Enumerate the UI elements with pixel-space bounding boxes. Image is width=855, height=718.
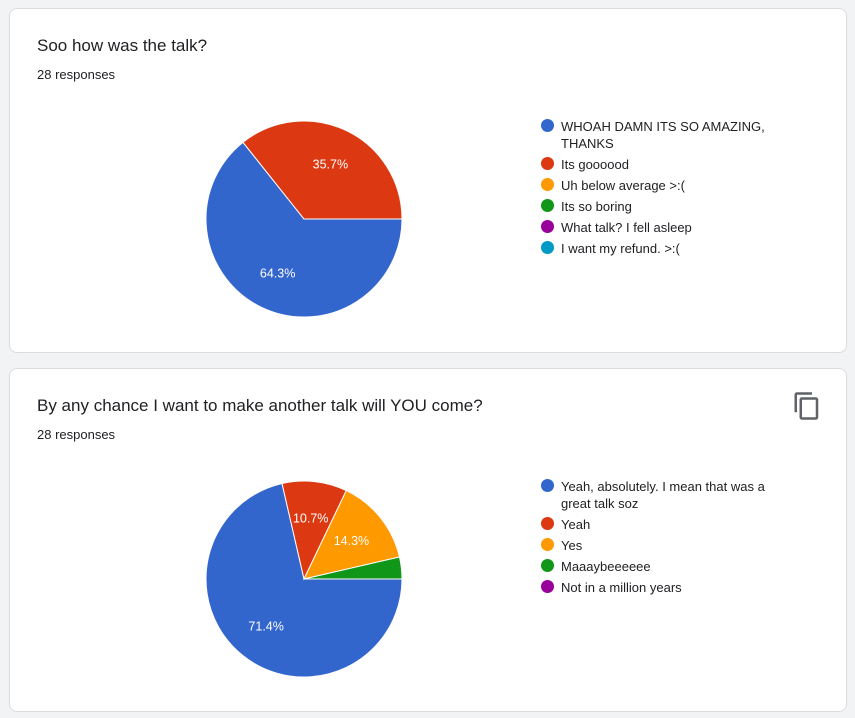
- legend-item-yeah-absolutely-i-mean-that-was-a-great-[interactable]: Yeah, absolutely. I mean that was a grea…: [541, 478, 791, 512]
- question-card: Soo how was the talk? 28 responses 64.3%…: [9, 8, 847, 353]
- pie-data-label: 14.3%: [334, 534, 369, 548]
- legend-item-yes[interactable]: Yes: [541, 537, 791, 554]
- legend-item-its-goooood[interactable]: Its goooood: [541, 156, 791, 173]
- legend-swatch: [541, 517, 554, 530]
- response-count: 28 responses: [37, 427, 116, 442]
- legend-swatch: [541, 178, 554, 191]
- legend-label: What talk? I fell asleep: [561, 220, 692, 235]
- pie-slice-whoah-damn-its-so-amazing-thanks[interactable]: [205, 141, 403, 318]
- legend-swatch: [541, 220, 554, 233]
- pie-data-label: 71.4%: [248, 620, 283, 634]
- chart-legend: WHOAH DAMN ITS SO AMAZING, THANKS Its goo…: [541, 118, 791, 261]
- legend-label: Yeah: [561, 517, 591, 532]
- pie-data-label: 10.7%: [293, 512, 328, 526]
- pie-data-label: 64.3%: [260, 267, 295, 281]
- legend-item-maaaybeeeeee[interactable]: Maaaybeeeeee: [541, 558, 791, 575]
- chart-legend: Yeah, absolutely. I mean that was a grea…: [541, 478, 791, 600]
- pie-chart: 71.4% 10.7% 14.3%: [205, 480, 403, 678]
- legend-item-what-talk-i-fell-asleep[interactable]: What talk? I fell asleep: [541, 219, 791, 236]
- legend-item-whoah-damn-its-so-amazing-thanks[interactable]: WHOAH DAMN ITS SO AMAZING, THANKS: [541, 118, 791, 152]
- legend-swatch: [541, 538, 554, 551]
- pie-slice-yeah-absolutely-i-mean-that-was-a-great-[interactable]: [205, 482, 403, 678]
- pie-slice-its-goooood[interactable]: [242, 120, 403, 220]
- pie-slice-maaaybeeeeee[interactable]: [303, 556, 403, 580]
- question-card: By any chance I want to make another tal…: [9, 368, 847, 712]
- legend-label: Its so boring: [561, 199, 632, 214]
- legend-label: Not in a million years: [561, 580, 682, 595]
- legend-label: Maaaybeeeeee: [561, 559, 651, 574]
- legend-label: WHOAH DAMN ITS SO AMAZING, THANKS: [561, 119, 765, 151]
- legend-swatch: [541, 199, 554, 212]
- legend-swatch: [541, 119, 554, 132]
- legend-item-not-in-a-million-years[interactable]: Not in a million years: [541, 579, 791, 596]
- legend-swatch: [541, 580, 554, 593]
- copy-icon: [794, 392, 819, 420]
- legend-item-uh-below-average[interactable]: Uh below average >:(: [541, 177, 791, 194]
- legend-label: Its goooood: [561, 157, 629, 172]
- legend-item-its-so-boring[interactable]: Its so boring: [541, 198, 791, 215]
- copy-chart-button[interactable]: [792, 391, 822, 421]
- legend-label: Yes: [561, 538, 583, 553]
- question-title: Soo how was the talk?: [37, 36, 208, 55]
- legend-label: Yeah, absolutely. I mean that was a grea…: [561, 479, 765, 511]
- pie-chart: 64.3% 35.7%: [205, 120, 403, 318]
- pie-slice-yes[interactable]: [303, 489, 401, 580]
- legend-item-i-want-my-refund[interactable]: I want my refund. >:(: [541, 240, 791, 257]
- pie-data-label: 35.7%: [313, 157, 348, 171]
- legend-item-yeah[interactable]: Yeah: [541, 516, 791, 533]
- legend-swatch: [541, 157, 554, 170]
- legend-swatch: [541, 559, 554, 572]
- response-count: 28 responses: [37, 67, 116, 82]
- legend-label: Uh below average >:(: [561, 178, 685, 193]
- question-title: By any chance I want to make another tal…: [37, 396, 483, 415]
- legend-swatch: [541, 479, 554, 492]
- legend-label: I want my refund. >:(: [561, 241, 680, 256]
- legend-swatch: [541, 241, 554, 254]
